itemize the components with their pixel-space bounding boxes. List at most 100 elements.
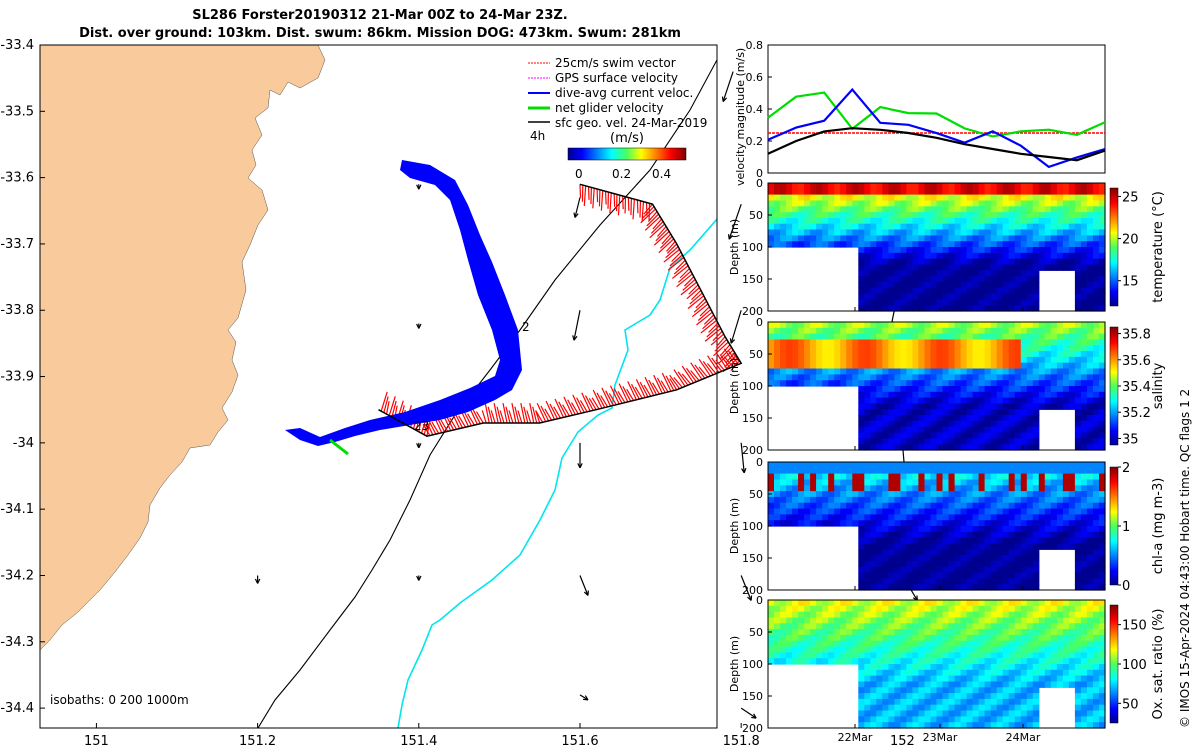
swim-vector-mark	[690, 362, 703, 380]
section-cell	[1050, 646, 1058, 653]
section-cell	[942, 206, 950, 213]
section-cell	[1014, 698, 1022, 706]
section-cell	[936, 566, 944, 574]
section-cell	[1032, 566, 1040, 574]
section-cell	[858, 391, 865, 399]
section-cell	[870, 438, 877, 445]
section-cell	[1056, 397, 1064, 404]
section-cell	[906, 368, 913, 375]
section-cell	[870, 247, 877, 254]
section-cell	[876, 217, 883, 225]
section-cell	[918, 444, 925, 451]
section-cell	[984, 212, 992, 219]
section-cell	[942, 380, 950, 387]
section-cell	[1074, 687, 1082, 694]
section-cell	[1026, 675, 1034, 682]
section-cell	[912, 687, 919, 694]
section-cell	[1056, 514, 1064, 521]
section-cell	[1093, 698, 1100, 706]
section-cell	[906, 514, 913, 521]
section-cell	[780, 235, 787, 242]
section-cell	[1032, 485, 1040, 492]
section-cell	[984, 391, 992, 399]
section-cell	[798, 467, 805, 475]
section-cell	[780, 206, 787, 213]
section-cell	[1074, 664, 1082, 671]
section-cell	[1099, 426, 1106, 434]
section-cell	[936, 473, 944, 480]
section-cell	[888, 420, 895, 428]
section-cell	[894, 183, 901, 190]
section-cell	[1056, 605, 1064, 613]
section-cell	[852, 508, 859, 515]
section-cell	[936, 462, 944, 469]
section-cell	[1008, 722, 1016, 729]
map-legend: 25cm/s swim vector GPS surface velocity …	[528, 56, 707, 130]
colorbar-tick-label: 35	[1122, 432, 1139, 447]
section-cell	[924, 623, 932, 630]
section-cell	[948, 327, 956, 335]
section-cell	[894, 687, 901, 694]
section-cell	[996, 617, 1004, 624]
section-cell	[888, 681, 895, 688]
section-cell	[966, 722, 974, 729]
section-cell	[894, 356, 901, 364]
section-cell	[1044, 611, 1052, 618]
section-cell	[1074, 629, 1082, 636]
section-cell	[1026, 566, 1034, 574]
section-cell	[876, 485, 883, 492]
section-cell	[984, 462, 992, 469]
section-cell	[900, 549, 907, 556]
section-cell	[792, 640, 799, 648]
section-cell	[1008, 293, 1016, 300]
section-cell	[786, 229, 793, 236]
section-cell	[1008, 514, 1016, 521]
section-cell	[912, 270, 919, 277]
section-cell	[858, 584, 865, 591]
section-cell	[1044, 356, 1052, 364]
section-cell	[1032, 716, 1040, 723]
section-cell	[864, 693, 871, 700]
section-cell	[792, 212, 799, 219]
section-cell	[1080, 491, 1088, 498]
section-cell	[900, 716, 907, 723]
section-cell	[894, 502, 901, 510]
section-cell	[996, 555, 1004, 562]
section-cell	[798, 485, 805, 492]
section-cell	[864, 514, 871, 521]
section-cell	[912, 217, 919, 225]
section-cell	[810, 327, 817, 335]
section-cell	[912, 485, 919, 492]
section-cell	[864, 252, 871, 260]
section-cell	[978, 491, 986, 498]
section-cell	[882, 420, 889, 428]
section-cell	[960, 658, 968, 665]
section-cell	[1099, 188, 1106, 196]
section-cell	[972, 611, 980, 618]
section-cell	[780, 640, 787, 648]
section-cell	[972, 710, 980, 717]
section-cell	[984, 386, 992, 393]
section-cell	[882, 722, 889, 729]
section-cell	[1020, 444, 1028, 451]
section-y-tick-label: 200	[742, 305, 763, 318]
section-cell	[1032, 496, 1040, 504]
section-cell	[834, 183, 841, 190]
section-cell	[1056, 391, 1064, 399]
section-cell	[996, 188, 1004, 196]
section-cell	[1099, 634, 1106, 642]
section-cell	[810, 235, 817, 242]
section-cell	[1008, 543, 1016, 550]
section-cell	[936, 241, 944, 248]
section-cell	[1038, 658, 1046, 665]
section-cell	[1014, 200, 1022, 207]
section-cell	[894, 584, 901, 591]
section-cell	[966, 327, 974, 335]
section-cell	[876, 698, 883, 706]
section-cell	[984, 368, 992, 375]
section-cell	[966, 572, 974, 579]
section-cell	[996, 339, 1004, 346]
section-cell	[942, 514, 950, 521]
section-cell	[954, 194, 962, 201]
section-cell	[846, 485, 853, 492]
